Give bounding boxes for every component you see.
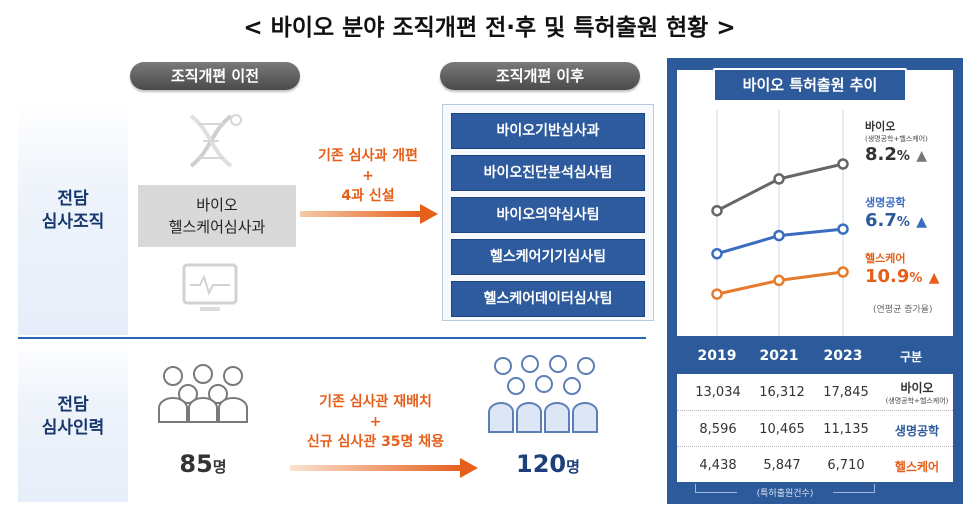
staff-before-count: 85명	[179, 450, 227, 478]
reorganization-panel: 전담 심사조직 전담 심사인력 조직개편 이전 바이오 헬스케어심사과 기존 심…	[18, 62, 654, 502]
row-divider	[18, 337, 646, 339]
team-item: 헬스케어데이터심사팀	[451, 281, 645, 317]
year-label: 2021	[759, 348, 799, 364]
team-item: 헬스케어기기심사팀	[451, 239, 645, 275]
plus-icon: +	[362, 168, 374, 184]
before-division-box: 바이오 헬스케어심사과	[138, 185, 296, 247]
staff-row-label-bg	[18, 339, 128, 502]
year-label: 2023	[823, 348, 863, 364]
patent-table: 13,034 16,312 17,845 바이오 (생명공학+헬스케어) 8,5…	[677, 374, 953, 482]
data-point	[711, 288, 723, 300]
dna-icon	[189, 114, 242, 168]
data-point	[711, 247, 723, 260]
people-group-large-icon	[488, 355, 598, 433]
data-point	[711, 204, 723, 217]
staff-change-text: 기존 심사관 재배치 + 신규 심사관 35명 채용	[288, 392, 463, 452]
data-point	[773, 229, 785, 242]
team-item: 바이오진단분석심사팀	[451, 155, 645, 191]
column-header: 구분	[899, 350, 923, 364]
data-point	[837, 266, 849, 278]
staff-arrow-icon	[290, 458, 478, 478]
growth-note: (연평균 증가율)	[873, 305, 933, 315]
before-pill: 조직개편 이전	[130, 62, 300, 90]
team-item: 바이오의약심사팀	[451, 197, 645, 233]
staff-after-count: 120명	[516, 450, 580, 478]
after-team-list: 바이오기반심사과 바이오진단분석심사팀 바이오의약심사팀 헬스케어기기심사팀 헬…	[442, 104, 654, 321]
bio-growth-rate: 8.2% ▲	[865, 144, 927, 165]
team-item: 바이오기반심사과	[451, 113, 645, 149]
table-row: 13,034 16,312 17,845 바이오 (생명공학+헬스케어)	[695, 381, 949, 405]
org-row-label: 전담 심사조직	[41, 189, 105, 232]
health-growth-rate: 10.9% ▲	[865, 266, 940, 287]
medical-monitor-icon	[182, 263, 238, 311]
page-title: < 바이오 분야 조직개편 전·후 및 특허출원 현황 >	[243, 15, 736, 41]
plus-icon: +	[369, 414, 382, 430]
series-line-0	[716, 162, 844, 213]
table-row: 8,596 10,465 11,135 생명공학	[677, 410, 953, 447]
chart-area	[677, 70, 953, 336]
data-point	[773, 173, 785, 185]
org-row-label-bg	[18, 100, 128, 335]
up-arrow-icon: ▲	[916, 214, 927, 230]
biotech-series-label: 생명공학 6.7% ▲	[865, 194, 955, 231]
data-point	[837, 158, 849, 170]
table-footer: (특허출원건수)	[737, 486, 833, 499]
table-row: 4,438 5,847 6,710 헬스케어	[677, 446, 953, 483]
trend-line-chart	[711, 110, 849, 336]
people-group-small-icon	[158, 364, 248, 423]
data-point	[837, 223, 849, 235]
bio-series-label: 바이오 (생명공학+헬스케어) 8.2% ▲	[865, 118, 955, 165]
org-arrow-icon	[300, 204, 438, 224]
trend-title: 바이오 특허출원 추이	[713, 68, 907, 102]
data-point	[773, 274, 785, 287]
up-arrow-icon: ▲	[928, 270, 940, 286]
after-pill: 조직개편 이후	[440, 62, 640, 90]
year-label: 2019	[697, 348, 737, 364]
health-series-label: 헬스케어 10.9% ▲	[865, 250, 955, 287]
org-change-text: 기존 심사과 개편 + 4과 신설	[303, 146, 433, 206]
up-arrow-icon: ▲	[916, 148, 927, 164]
patent-trend-panel: 바이오 특허출원 추이 바이오 (생명공학+헬스케어) 8.2% ▲ 생명공학 …	[667, 58, 963, 504]
staff-row-label: 전담 심사인력	[41, 395, 105, 438]
biotech-growth-rate: 6.7% ▲	[865, 210, 927, 231]
